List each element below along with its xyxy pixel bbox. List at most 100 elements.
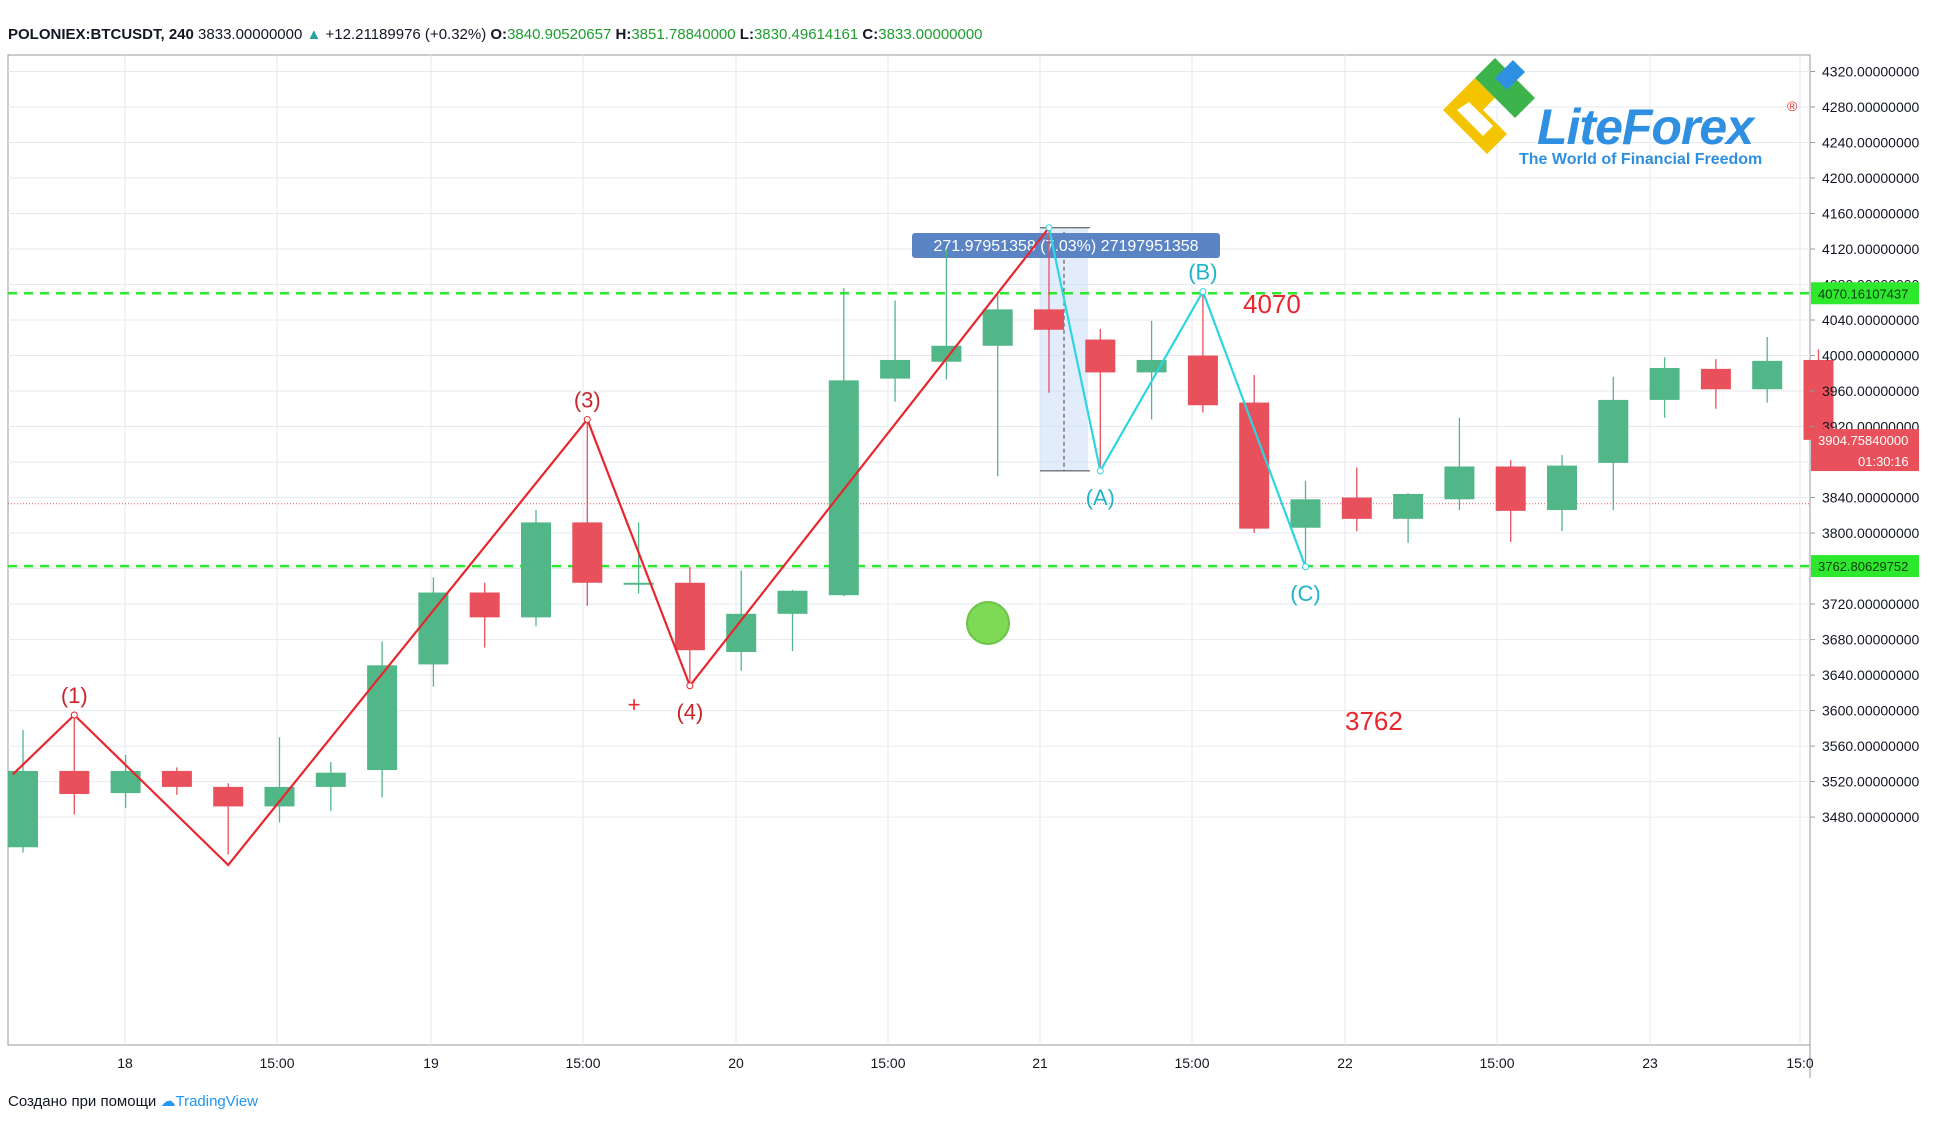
candle-body — [367, 665, 398, 771]
level-price-tag-label: 4070.16107437 — [1818, 286, 1908, 301]
tradingview-link[interactable]: TradingView — [175, 1093, 259, 1110]
price-tick-label: 3520.00000000 — [1822, 774, 1920, 790]
candle-body — [1034, 309, 1064, 330]
last-price-tag-label: 3904.75840000 — [1818, 433, 1908, 448]
wave-label: (C) — [1290, 581, 1321, 606]
time-tick-label: 20 — [728, 1055, 744, 1071]
price-tick-label: 4160.00000000 — [1822, 206, 1920, 222]
candle-body — [1598, 399, 1629, 463]
wave-point — [1302, 563, 1309, 571]
candles — [8, 227, 1834, 855]
level-price-tag — [1811, 282, 1919, 305]
wave-point — [1096, 467, 1104, 475]
price-axis[interactable]: 4320.00000000 4280.00000000 4240.00000000 4… — [1810, 64, 1920, 826]
wave-point — [70, 711, 78, 719]
grid — [8, 55, 1810, 1045]
correction-wave-line — [1047, 227, 1307, 568]
logo-registered-mark: ® — [1787, 98, 1798, 114]
candle-body — [1239, 402, 1270, 529]
wave-point — [686, 682, 694, 690]
candle-body — [1495, 466, 1526, 511]
wave-label: (3) — [574, 387, 601, 412]
wave-label: (1) — [61, 683, 88, 708]
price-tick-label: 4240.00000000 — [1822, 135, 1920, 151]
measure-label: 271.97951358 (7.03%) 27197951358 — [933, 238, 1198, 255]
price-tick-label: 3640.00000000 — [1822, 667, 1920, 683]
level-price-tag — [1811, 555, 1919, 578]
measure-label-bg — [912, 233, 1220, 258]
time-tick-label: 22 — [1337, 1055, 1353, 1071]
time-tick-label: 15:00 — [259, 1055, 294, 1071]
low-value: 3830.49614161 — [753, 26, 859, 43]
candle-body — [572, 522, 603, 583]
time-axis[interactable]: 18 15:00 19 15:00 20 15:00 21 15:00 22 15:00 23 15:… — [117, 1055, 1814, 1071]
countdown-label: 01:30:16 — [1858, 454, 1909, 469]
candle-body — [110, 770, 141, 794]
candle-body — [521, 522, 551, 618]
price-change: +12.21189976 (+0.32%) — [325, 26, 487, 43]
measure-tool[interactable]: 271.97951358 (7.03%) 27197951358 — [912, 227, 1220, 472]
price-tick-label: 4040.00000000 — [1822, 312, 1920, 328]
candle-body — [1803, 359, 1834, 440]
level-lines — [8, 292, 1810, 568]
high-label: H: — [615, 26, 632, 43]
price-tick-label: 3800.00000000 — [1822, 525, 1920, 541]
last-price: 3833.00000000 — [198, 26, 303, 43]
time-tick-label: 21 — [1032, 1055, 1048, 1071]
time-tick-label: 15:00 — [565, 1055, 600, 1071]
candle-body — [623, 582, 654, 585]
level-text-upper: 4070 — [1243, 289, 1301, 319]
candle-body — [1393, 493, 1424, 519]
time-tick-label: 19 — [423, 1055, 439, 1071]
close-label: C: — [862, 26, 879, 43]
candle-body — [213, 786, 244, 807]
price-tick-label: 3840.00000000 — [1822, 490, 1920, 506]
price-tick-label: 3600.00000000 — [1822, 703, 1920, 719]
candle-body — [1547, 465, 1577, 510]
logo-tagline: The World of Financial Freedom — [1519, 151, 1763, 168]
made-with-label: Создано при помощи — [8, 1093, 157, 1110]
candle-body — [1444, 466, 1475, 500]
logo-name: LiteForex — [1537, 99, 1754, 155]
annotations: (1) (3) (4) (A) (B) (C) 4070 3762 + — [61, 260, 1403, 736]
price-tick-label: 4000.00000000 — [1822, 348, 1920, 364]
liteforex-logo: LiteForex ® The World of Financial Freed… — [1435, 58, 1805, 168]
candle-body — [1290, 499, 1321, 528]
price-tick-label: 3680.00000000 — [1822, 632, 1920, 648]
price-tick-label: 3560.00000000 — [1822, 738, 1920, 754]
last-price-tag — [1811, 429, 1919, 472]
candle-body — [161, 770, 192, 787]
low-label: L: — [739, 26, 754, 43]
candle-body — [1085, 339, 1116, 373]
price-tick-label: 3480.00000000 — [1822, 809, 1920, 825]
wave-label: (B) — [1188, 260, 1217, 285]
wave-point — [583, 415, 591, 423]
candle-body — [1649, 367, 1680, 400]
wave-point — [1045, 224, 1053, 232]
candle-body — [1341, 497, 1372, 519]
measure-range-box — [1040, 227, 1088, 471]
close-value: 3833.00000000 — [878, 26, 983, 43]
candle-body — [8, 770, 38, 848]
price-tick-label: 4120.00000000 — [1822, 241, 1920, 257]
candle-body — [777, 590, 808, 614]
time-tick-label: 15:00 — [1479, 1055, 1514, 1071]
wave-label: (A) — [1086, 485, 1115, 510]
price-tick-label: 4200.00000000 — [1822, 170, 1920, 186]
price-tick-label: 3960.00000000 — [1822, 383, 1920, 399]
candle-body — [59, 770, 90, 795]
candle-body — [1752, 360, 1783, 390]
candle-body — [982, 309, 1013, 346]
symbol-name[interactable]: POLONIEX:BTCUSDT, 240 — [8, 26, 194, 43]
time-tick-label: 23 — [1642, 1055, 1658, 1071]
candle-body — [1187, 355, 1218, 406]
wave-lines — [11, 224, 1309, 867]
price-tick-label: 3720.00000000 — [1822, 596, 1920, 612]
wave-point — [1199, 288, 1207, 296]
candle-body — [469, 592, 500, 618]
open-value: 3840.90520657 — [507, 26, 612, 43]
green-marker-dot — [966, 601, 1010, 645]
price-tick-label: 4320.00000000 — [1822, 64, 1920, 80]
time-tick-label: 15:00 — [870, 1055, 905, 1071]
